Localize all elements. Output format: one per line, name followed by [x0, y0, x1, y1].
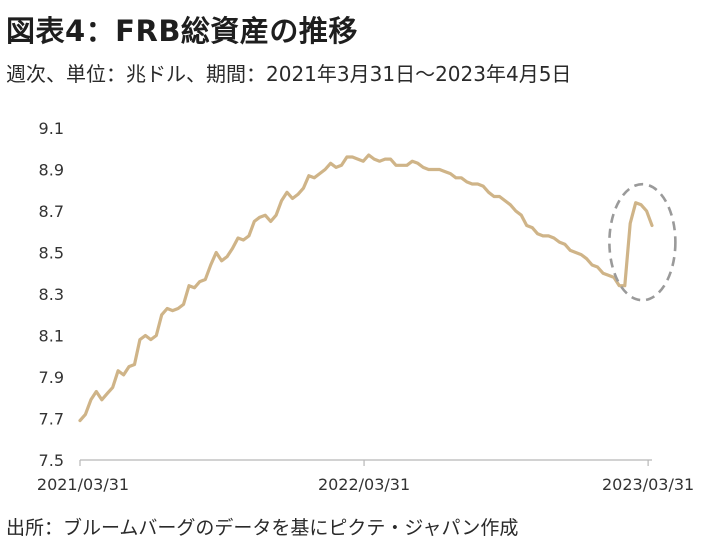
highlight-ellipse	[608, 182, 677, 302]
x-tick-label: 2022/03/31	[318, 475, 410, 494]
source-note: 出所：ブルームバーグのデータを基にピクテ・ジャパン作成	[6, 517, 519, 539]
chart-subtitle: 週次、単位：兆ドル、期間：2021年3月31日～2023年4月5日	[6, 62, 572, 86]
y-tick-label: 9.1	[39, 119, 64, 138]
x-axis: 2021/03/31 2022/03/31 2023/03/31	[37, 459, 694, 494]
x-tick-label: 2023/03/31	[602, 475, 694, 494]
annotation-layer	[608, 182, 677, 302]
y-tick-label: 8.3	[39, 285, 64, 304]
y-tick-label: 8.1	[39, 327, 64, 346]
series-line	[78, 153, 654, 423]
y-tick-label: 8.9	[39, 161, 64, 180]
y-tick-label: 8.5	[39, 244, 64, 263]
y-axis: 9.1 8.9 8.7 8.5 8.3 8.1 7.9 7.7 7.5	[39, 119, 64, 470]
x-tick-label: 2021/03/31	[37, 475, 129, 494]
y-tick-label: 7.9	[39, 368, 64, 387]
chart-title: 図表4：FRB総資産の推移	[6, 14, 358, 48]
y-tick-label: 7.5	[39, 451, 64, 470]
y-tick-label: 8.7	[39, 202, 64, 221]
series-layer	[78, 153, 654, 423]
y-tick-label: 7.7	[39, 410, 64, 429]
